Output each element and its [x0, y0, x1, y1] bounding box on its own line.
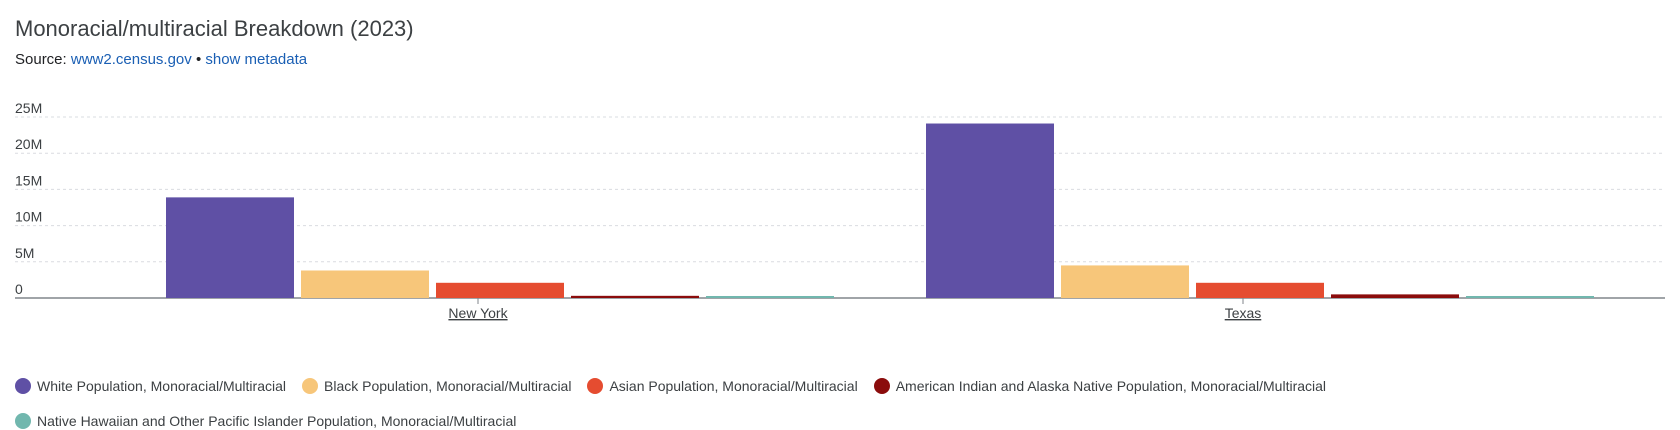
legend-swatch: [873, 377, 890, 394]
legend-item[interactable]: Black Population, Monoracial/Multiracial: [302, 376, 571, 395]
legend-label: Black Population, Monoracial/Multiracial: [324, 377, 572, 394]
chart-legend: White Population, Monoracial/Multiracial…: [15, 376, 1655, 430]
bar[interactable]: [1331, 294, 1459, 298]
legend-item[interactable]: Asian Population, Monoracial/Multiracial: [587, 376, 858, 395]
bar[interactable]: [1061, 265, 1189, 298]
legend-label: American Indian and Alaska Native Popula…: [895, 377, 1327, 394]
bar[interactable]: [1196, 282, 1324, 298]
legend-swatch: [15, 412, 31, 429]
source-link[interactable]: www2.census.gov: [70, 51, 192, 68]
legend-item[interactable]: American Indian and Alaska Native Popula…: [873, 376, 1327, 395]
y-tick-label: 20M: [15, 136, 42, 152]
source-separator: •: [195, 51, 202, 68]
bar[interactable]: [926, 123, 1054, 299]
x-tick-label[interactable]: Texas: [1225, 305, 1262, 321]
chart-title: Monoracial/multiracial Breakdown (2023): [15, 16, 414, 41]
legend-swatch: [15, 377, 31, 394]
y-tick-label: 5M: [15, 245, 34, 261]
legend-label: White Population, Monoracial/Multiracial: [37, 377, 286, 394]
x-tick-label[interactable]: New York: [448, 305, 508, 321]
legend-label: Native Hawaiian and Other Pacific Island…: [37, 412, 517, 429]
show-metadata-link[interactable]: show metadata: [205, 51, 308, 68]
legend-swatch: [302, 377, 318, 394]
source-label: Source:: [15, 51, 67, 68]
bar[interactable]: [1466, 296, 1594, 298]
y-tick-label: 0: [15, 281, 23, 297]
legend-item[interactable]: Native Hawaiian and Other Pacific Island…: [15, 411, 516, 430]
bar-chart: 0 5M 10M 15M 20M 25M New York Texas: [0, 95, 1680, 350]
bar[interactable]: [706, 296, 834, 298]
chart-svg: 0 5M 10M 15M 20M 25M New York Texas: [15, 100, 1665, 321]
bar[interactable]: [166, 197, 294, 298]
legend-label: Asian Population, Monoracial/Multiracial: [609, 377, 858, 394]
legend-item[interactable]: White Population, Monoracial/Multiracial: [15, 376, 286, 395]
source-line: Source: www2.census.gov • show metadata: [15, 51, 307, 68]
bar[interactable]: [571, 295, 699, 298]
y-tick-label: 15M: [15, 172, 42, 188]
y-tick-label: 10M: [15, 209, 42, 225]
bar[interactable]: [436, 282, 564, 298]
legend-swatch: [587, 377, 604, 394]
y-tick-label: 25M: [15, 100, 42, 116]
bar[interactable]: [301, 270, 429, 298]
